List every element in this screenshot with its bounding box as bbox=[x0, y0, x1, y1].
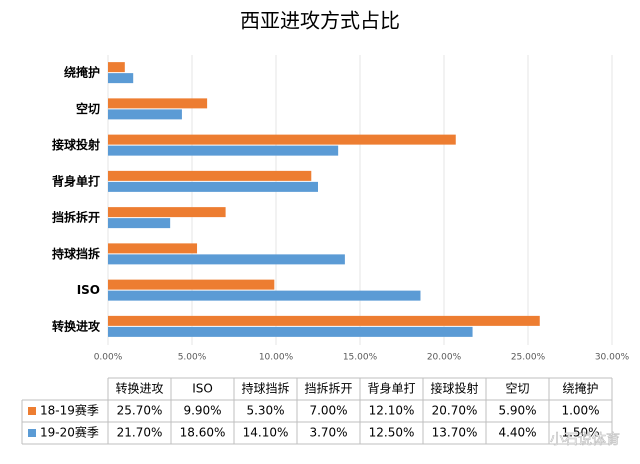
legend-swatch bbox=[28, 407, 36, 415]
table-value: 14.10% bbox=[243, 426, 289, 440]
bar bbox=[108, 98, 208, 109]
table-value: 5.90% bbox=[498, 404, 536, 418]
legend-label: 18-19赛季 bbox=[40, 403, 99, 418]
x-tick-label: 30.00% bbox=[595, 353, 630, 363]
x-tick-label: 15.00% bbox=[343, 353, 378, 363]
bar bbox=[108, 62, 125, 73]
table-value: 21.70% bbox=[117, 426, 163, 440]
y-tick-label: 挡拆拆开 bbox=[52, 210, 100, 225]
table-value: 12.50% bbox=[369, 426, 415, 440]
table-header: 接球投射 bbox=[430, 381, 478, 396]
x-tick-label: 20.00% bbox=[427, 353, 462, 363]
bar bbox=[108, 254, 345, 265]
y-tick-label: 绕掩护 bbox=[64, 65, 100, 80]
table-header: 挡拆拆开 bbox=[304, 381, 352, 396]
bar bbox=[108, 145, 339, 156]
bar bbox=[108, 170, 312, 181]
x-tick-label: 25.00% bbox=[511, 353, 546, 363]
table-value: 5.30% bbox=[246, 404, 284, 418]
legend-label: 19-20赛季 bbox=[40, 425, 99, 440]
table-header: 持球挡拆 bbox=[241, 381, 289, 396]
legend-swatch bbox=[28, 429, 36, 437]
table-header: ISO bbox=[192, 382, 213, 396]
y-tick-label: 背身单打 bbox=[52, 173, 100, 188]
table-header: 绕掩护 bbox=[562, 382, 598, 396]
table-value: 1.50% bbox=[561, 426, 599, 440]
chart-title: 西亚进攻方式占比 bbox=[240, 9, 400, 33]
table-header: 转换进攻 bbox=[115, 381, 163, 396]
table-value: 7.00% bbox=[309, 404, 347, 418]
y-tick-label: 持球挡拆 bbox=[52, 246, 100, 261]
table-header: 空切 bbox=[505, 382, 529, 396]
table-value: 20.70% bbox=[432, 404, 478, 418]
table-value: 13.70% bbox=[432, 426, 478, 440]
bar bbox=[108, 315, 540, 326]
table-value: 1.00% bbox=[561, 404, 599, 418]
bar bbox=[108, 181, 318, 192]
table-value: 9.90% bbox=[183, 404, 221, 418]
bar bbox=[108, 279, 275, 290]
bar bbox=[108, 109, 182, 120]
y-tick-label: 空切 bbox=[76, 101, 100, 116]
bar bbox=[108, 218, 171, 229]
table-value: 25.70% bbox=[117, 404, 163, 418]
bar bbox=[108, 326, 473, 337]
y-tick-label: 转换进攻 bbox=[52, 318, 101, 333]
y-tick-label: 接球投射 bbox=[52, 137, 100, 152]
x-tick-label: 10.00% bbox=[259, 353, 294, 363]
table-value: 3.70% bbox=[309, 426, 347, 440]
table-value: 18.60% bbox=[180, 426, 226, 440]
bar bbox=[108, 134, 456, 145]
table-header: 背身单打 bbox=[367, 381, 415, 396]
bar bbox=[108, 73, 134, 84]
bar bbox=[108, 207, 226, 218]
table-value: 12.10% bbox=[369, 404, 415, 418]
watermark: 小石说体育 bbox=[550, 432, 620, 448]
x-tick-label: 0.00% bbox=[94, 353, 123, 363]
table-value: 4.40% bbox=[498, 426, 536, 440]
x-tick-label: 5.00% bbox=[178, 353, 207, 363]
y-tick-label: ISO bbox=[77, 283, 100, 297]
bar bbox=[108, 290, 421, 301]
bar bbox=[108, 243, 198, 254]
